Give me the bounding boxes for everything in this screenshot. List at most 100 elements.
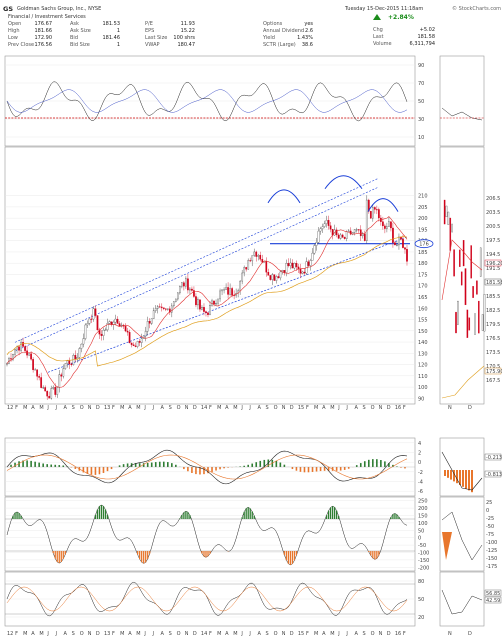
down-candle: [22, 341, 24, 347]
macd-signal-line: [6, 454, 408, 480]
time-axis-label: O: [177, 405, 181, 411]
down-candle: [295, 263, 298, 268]
macd-right-hist-bar: [462, 470, 464, 487]
time-axis-label: M: [39, 631, 43, 637]
macd-right-line: [441, 451, 483, 491]
macd-histogram-bar: [126, 463, 129, 467]
macd-axis-tick: -6: [418, 489, 423, 495]
col3-label-0: P/E: [145, 21, 153, 27]
col3-value-2: 100 shrs: [173, 35, 195, 41]
macd-histogram-bar: [279, 462, 282, 467]
macd-histogram-bar: [396, 466, 398, 467]
macd-histogram-bar: [259, 460, 262, 467]
down-candle: [287, 263, 290, 267]
up-candle: [78, 348, 81, 358]
support-price-tag: [414, 239, 434, 249]
right-candle: [464, 268, 467, 306]
time-axis-label: S: [169, 405, 172, 411]
right-candle: [483, 294, 486, 332]
time-axis-label: M: [330, 405, 334, 411]
down-candle: [299, 268, 302, 274]
up-candle: [217, 298, 219, 304]
macd-right-hist-bar: [459, 470, 461, 485]
time-axis-label: J: [54, 405, 56, 411]
macd-histogram-bar: [14, 462, 16, 467]
up-candle: [176, 292, 179, 300]
ticker-symbol[interactable]: GS: [3, 5, 14, 13]
right-candle: [449, 217, 452, 251]
time-axis-label: 16: [395, 405, 401, 411]
down-candle: [335, 229, 338, 236]
up-candle: [172, 301, 175, 307]
col2-value-3: 1: [116, 42, 120, 48]
time-axis-label: J: [337, 631, 339, 637]
time-axis-label: D: [96, 631, 100, 637]
down-candle: [160, 306, 163, 308]
down-candle: [406, 249, 408, 262]
brand-label[interactable]: © StockCharts.com: [452, 6, 502, 12]
price-axis-tick: 100: [418, 385, 428, 391]
down-candle: [116, 318, 119, 324]
up-candle: [82, 338, 85, 345]
right-candle: [445, 205, 448, 218]
down-candle: [98, 329, 101, 335]
price-right-tick: 194.5: [486, 252, 500, 258]
time-axis-label: M: [120, 405, 124, 411]
price-axis-tick: 185: [418, 250, 428, 256]
down-candle: [357, 229, 360, 231]
col1-label-2: Low: [8, 35, 18, 41]
down-candle: [273, 274, 276, 281]
down-candle: [233, 295, 235, 296]
time-axis-label: D: [290, 631, 294, 637]
up-candle: [144, 331, 147, 337]
down-candle: [227, 287, 229, 295]
macd-histogram-bar: [150, 462, 153, 467]
time-axis-label: N: [185, 631, 189, 637]
up-candle: [92, 308, 95, 320]
pattern-arc-1: [324, 175, 363, 190]
right-candle: [468, 317, 471, 331]
time-axis-label: S: [266, 405, 269, 411]
up-candle: [170, 305, 173, 313]
macd-histogram-bar: [243, 465, 245, 467]
macd-histogram-bar: [106, 467, 109, 472]
time-axis-label: 12: [7, 631, 13, 637]
time-axis-label: F: [15, 405, 18, 411]
cci-axis-tick: 200: [418, 506, 428, 512]
down-candle: [343, 237, 346, 239]
up-candle: [201, 307, 203, 310]
time-axis-label: A: [257, 405, 261, 411]
time-axis-label: M: [136, 405, 140, 411]
right-price-tag-0: 196.20: [486, 261, 502, 267]
up-candle: [106, 323, 109, 331]
cci-axis-tick: 150: [418, 514, 428, 520]
macd-right-hist-bar: [450, 470, 452, 480]
rsi-panel-right-frame: [439, 55, 485, 147]
macd-histogram-bar: [299, 467, 302, 472]
right-candle: [474, 313, 476, 335]
down-candle: [213, 300, 215, 305]
sto-tag-box-1: [484, 596, 502, 604]
time-axis-label: 12: [7, 405, 13, 411]
right-price-tag-1: 181.58: [486, 280, 502, 286]
col4-value-0: yes: [304, 21, 313, 27]
right-candle: [472, 286, 474, 298]
macd-tag-0: -0.213: [486, 455, 502, 461]
up-candle: [34, 369, 36, 371]
price-right-tick: 200.5: [486, 224, 500, 230]
time-axis-right-label: N: [448, 405, 452, 411]
macd-histogram-bar: [26, 460, 28, 467]
up-candle: [313, 245, 316, 254]
price-right-tick: 206.5: [486, 196, 500, 202]
time-axis-label: J: [337, 405, 339, 411]
price-right-tick: 182.5: [486, 308, 500, 314]
price-axis-tick: 160: [418, 306, 428, 312]
down-candle: [337, 234, 340, 239]
macd-histogram-bar: [171, 463, 173, 467]
up-candle: [6, 363, 8, 365]
time-axis-label: J: [143, 405, 145, 411]
cci-axis-tick: 100: [418, 521, 428, 527]
macd-histogram-bar: [384, 461, 386, 467]
time-axis-label: M: [314, 631, 318, 637]
down-candle: [349, 230, 352, 235]
